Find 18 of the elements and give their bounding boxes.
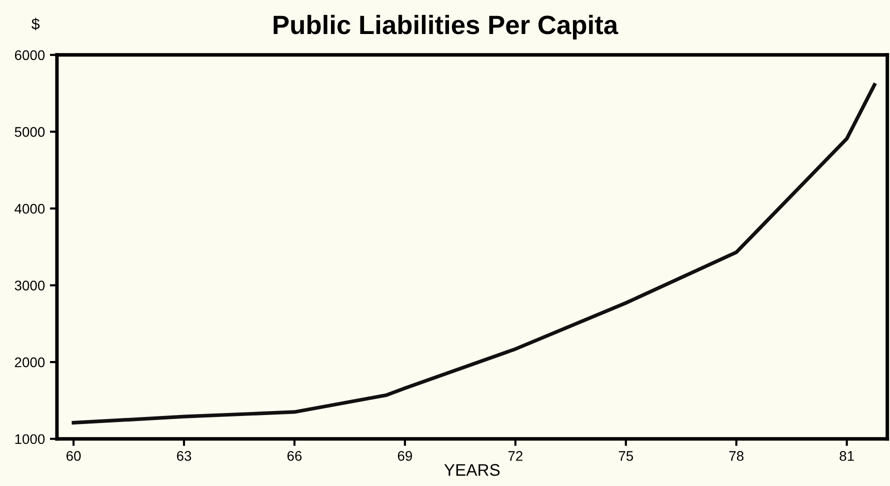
y-tick-label: 1000 (15, 434, 45, 444)
y-axis-title: $ (32, 18, 40, 30)
x-tick-label: 63 (176, 451, 192, 461)
x-tick-label: 78 (729, 451, 744, 461)
y-tick-label: 6000 (14, 50, 45, 60)
y-tick-label: 2000 (14, 357, 45, 368)
y-tick-label: 4000 (14, 204, 45, 214)
line-series (72, 83, 876, 425)
y-tick-label: 3000 (14, 280, 45, 290)
x-tick-label: 66 (287, 451, 302, 461)
x-tick-label: 72 (508, 451, 522, 461)
x-axis-title: YEARS (444, 464, 500, 476)
x-tick-label: 75 (618, 451, 634, 461)
chart-title: Public Liabilities Per Capita (274, 14, 618, 40)
y-tick-label: 5000 (14, 127, 45, 137)
x-tick-label: 60 (66, 451, 81, 461)
x-tick-label: 69 (398, 451, 412, 461)
x-tick-label: 81 (840, 451, 854, 461)
